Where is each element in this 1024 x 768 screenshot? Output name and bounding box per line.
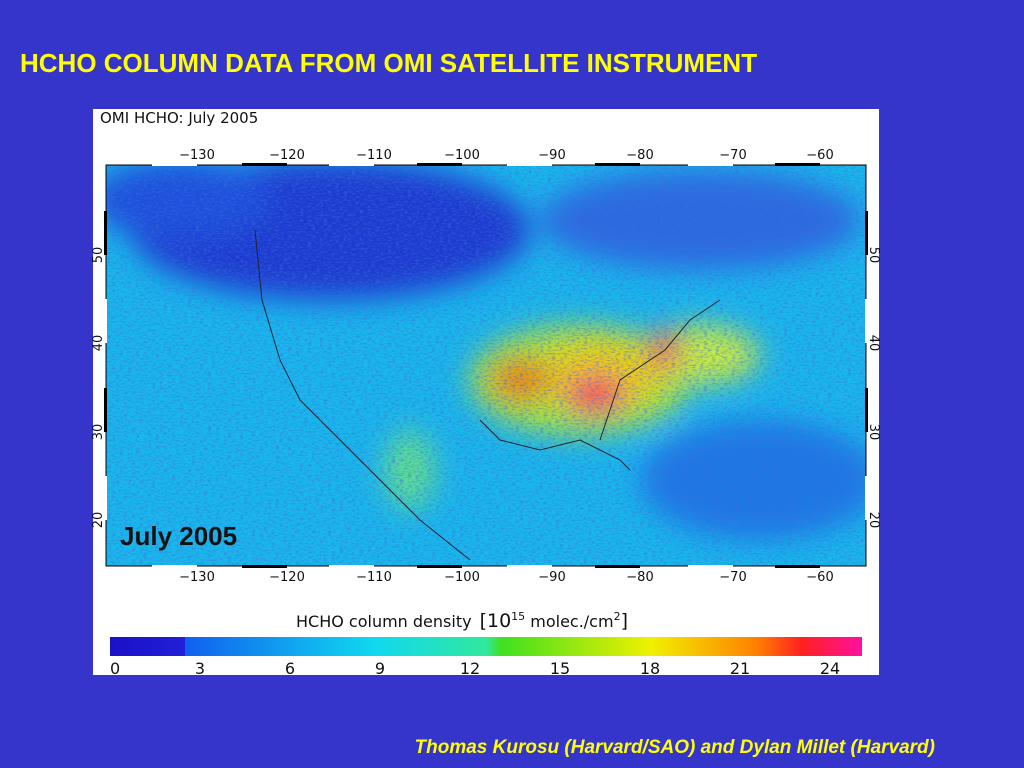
latitude-label: 50 [866, 247, 881, 264]
axis-segment [865, 211, 868, 255]
longitude-label: −80 [626, 570, 653, 585]
axis-segment [329, 163, 374, 166]
map-frame [105, 164, 867, 567]
colorbar-tick-label: 18 [640, 659, 660, 678]
colorbar-unit: ] [621, 610, 628, 632]
longitude-label: −90 [538, 148, 565, 163]
colorbar-tick-label: 6 [285, 659, 295, 678]
colorbar-unit: molec./cm [525, 612, 613, 631]
latitude-label: 20 [91, 512, 106, 529]
colorbar-unit: [10 [480, 610, 512, 632]
colorbar-unit-exponent: 2 [614, 610, 621, 623]
colorbar-tick-label: 15 [550, 659, 570, 678]
colorbar-tick-label: 21 [730, 659, 750, 678]
axis-segment [152, 565, 197, 568]
colorbar-tick-label: 12 [460, 659, 480, 678]
axis-segment [104, 211, 107, 255]
colorbar-unit-exponent: 15 [511, 610, 525, 623]
latitude-label: 40 [91, 335, 106, 352]
longitude-label: −120 [269, 570, 305, 585]
axis-segment [775, 163, 820, 166]
axis-segment [507, 565, 552, 568]
axis-segment [242, 163, 287, 166]
axis-segment [595, 163, 640, 166]
colorbar-tick-label: 0 [110, 659, 120, 678]
latitude-label: 40 [866, 335, 881, 352]
longitude-label: −80 [626, 148, 653, 163]
axis-segment [865, 388, 868, 432]
colorbar-tick-label: 24 [820, 659, 840, 678]
colorbar-tick-label: 3 [195, 659, 205, 678]
axis-segment [417, 565, 462, 568]
latitude-label: 50 [91, 247, 106, 264]
axis-segment [507, 163, 552, 166]
axis-segment [104, 388, 107, 432]
longitude-label: −70 [719, 570, 746, 585]
longitude-label: −120 [269, 148, 305, 163]
colorbar-label-text: HCHO column density [296, 612, 472, 631]
axis-segment [595, 565, 640, 568]
longitude-label: −110 [356, 148, 392, 163]
axis-segment [104, 299, 107, 343]
panel-title: OMI HCHO: July 2005 [100, 109, 258, 127]
colorbar-label: HCHO column density [1015 molec./cm2] [296, 610, 628, 632]
credit: Thomas Kurosu (Harvard/SAO) and Dylan Mi… [414, 737, 936, 758]
latitude-label: 30 [866, 424, 881, 441]
axis-segment [329, 565, 374, 568]
longitude-label: −100 [444, 570, 480, 585]
axis-segment [152, 163, 197, 166]
longitude-label: −100 [444, 148, 480, 163]
longitude-label: −70 [719, 148, 746, 163]
longitude-label: −90 [538, 570, 565, 585]
latitude-label: 20 [866, 512, 881, 529]
axis-segment [775, 565, 820, 568]
inset-label: July 2005 [120, 521, 237, 551]
axis-segment [104, 476, 107, 520]
longitude-label: −130 [179, 148, 215, 163]
axis-segment [688, 163, 733, 166]
axis-segment [865, 476, 868, 520]
latitude-label: 30 [91, 424, 106, 441]
longitude-label: −130 [179, 570, 215, 585]
map [106, 165, 866, 566]
colorbar [110, 637, 862, 656]
axis-segment [417, 163, 462, 166]
longitude-label: −60 [806, 570, 833, 585]
axis-segment [242, 565, 287, 568]
latitude-axes: 50 50 40 40 30 30 20 20 [91, 211, 881, 528]
slide-title: HCHO COLUMN DATA FROM OMI SATELLITE INST… [20, 48, 758, 78]
axis-segment [688, 565, 733, 568]
longitude-axes: −130 −130 −120 −120 −110 −110 −100 −100 −90 −90 −8… [152, 148, 834, 585]
longitude-label: −60 [806, 148, 833, 163]
longitude-label: −110 [356, 570, 392, 585]
colorbar-ticks: 0 3 6 9 12 15 18 21 24 [110, 659, 840, 678]
colorbar-tick-label: 9 [375, 659, 385, 678]
axis-segment [865, 299, 868, 343]
